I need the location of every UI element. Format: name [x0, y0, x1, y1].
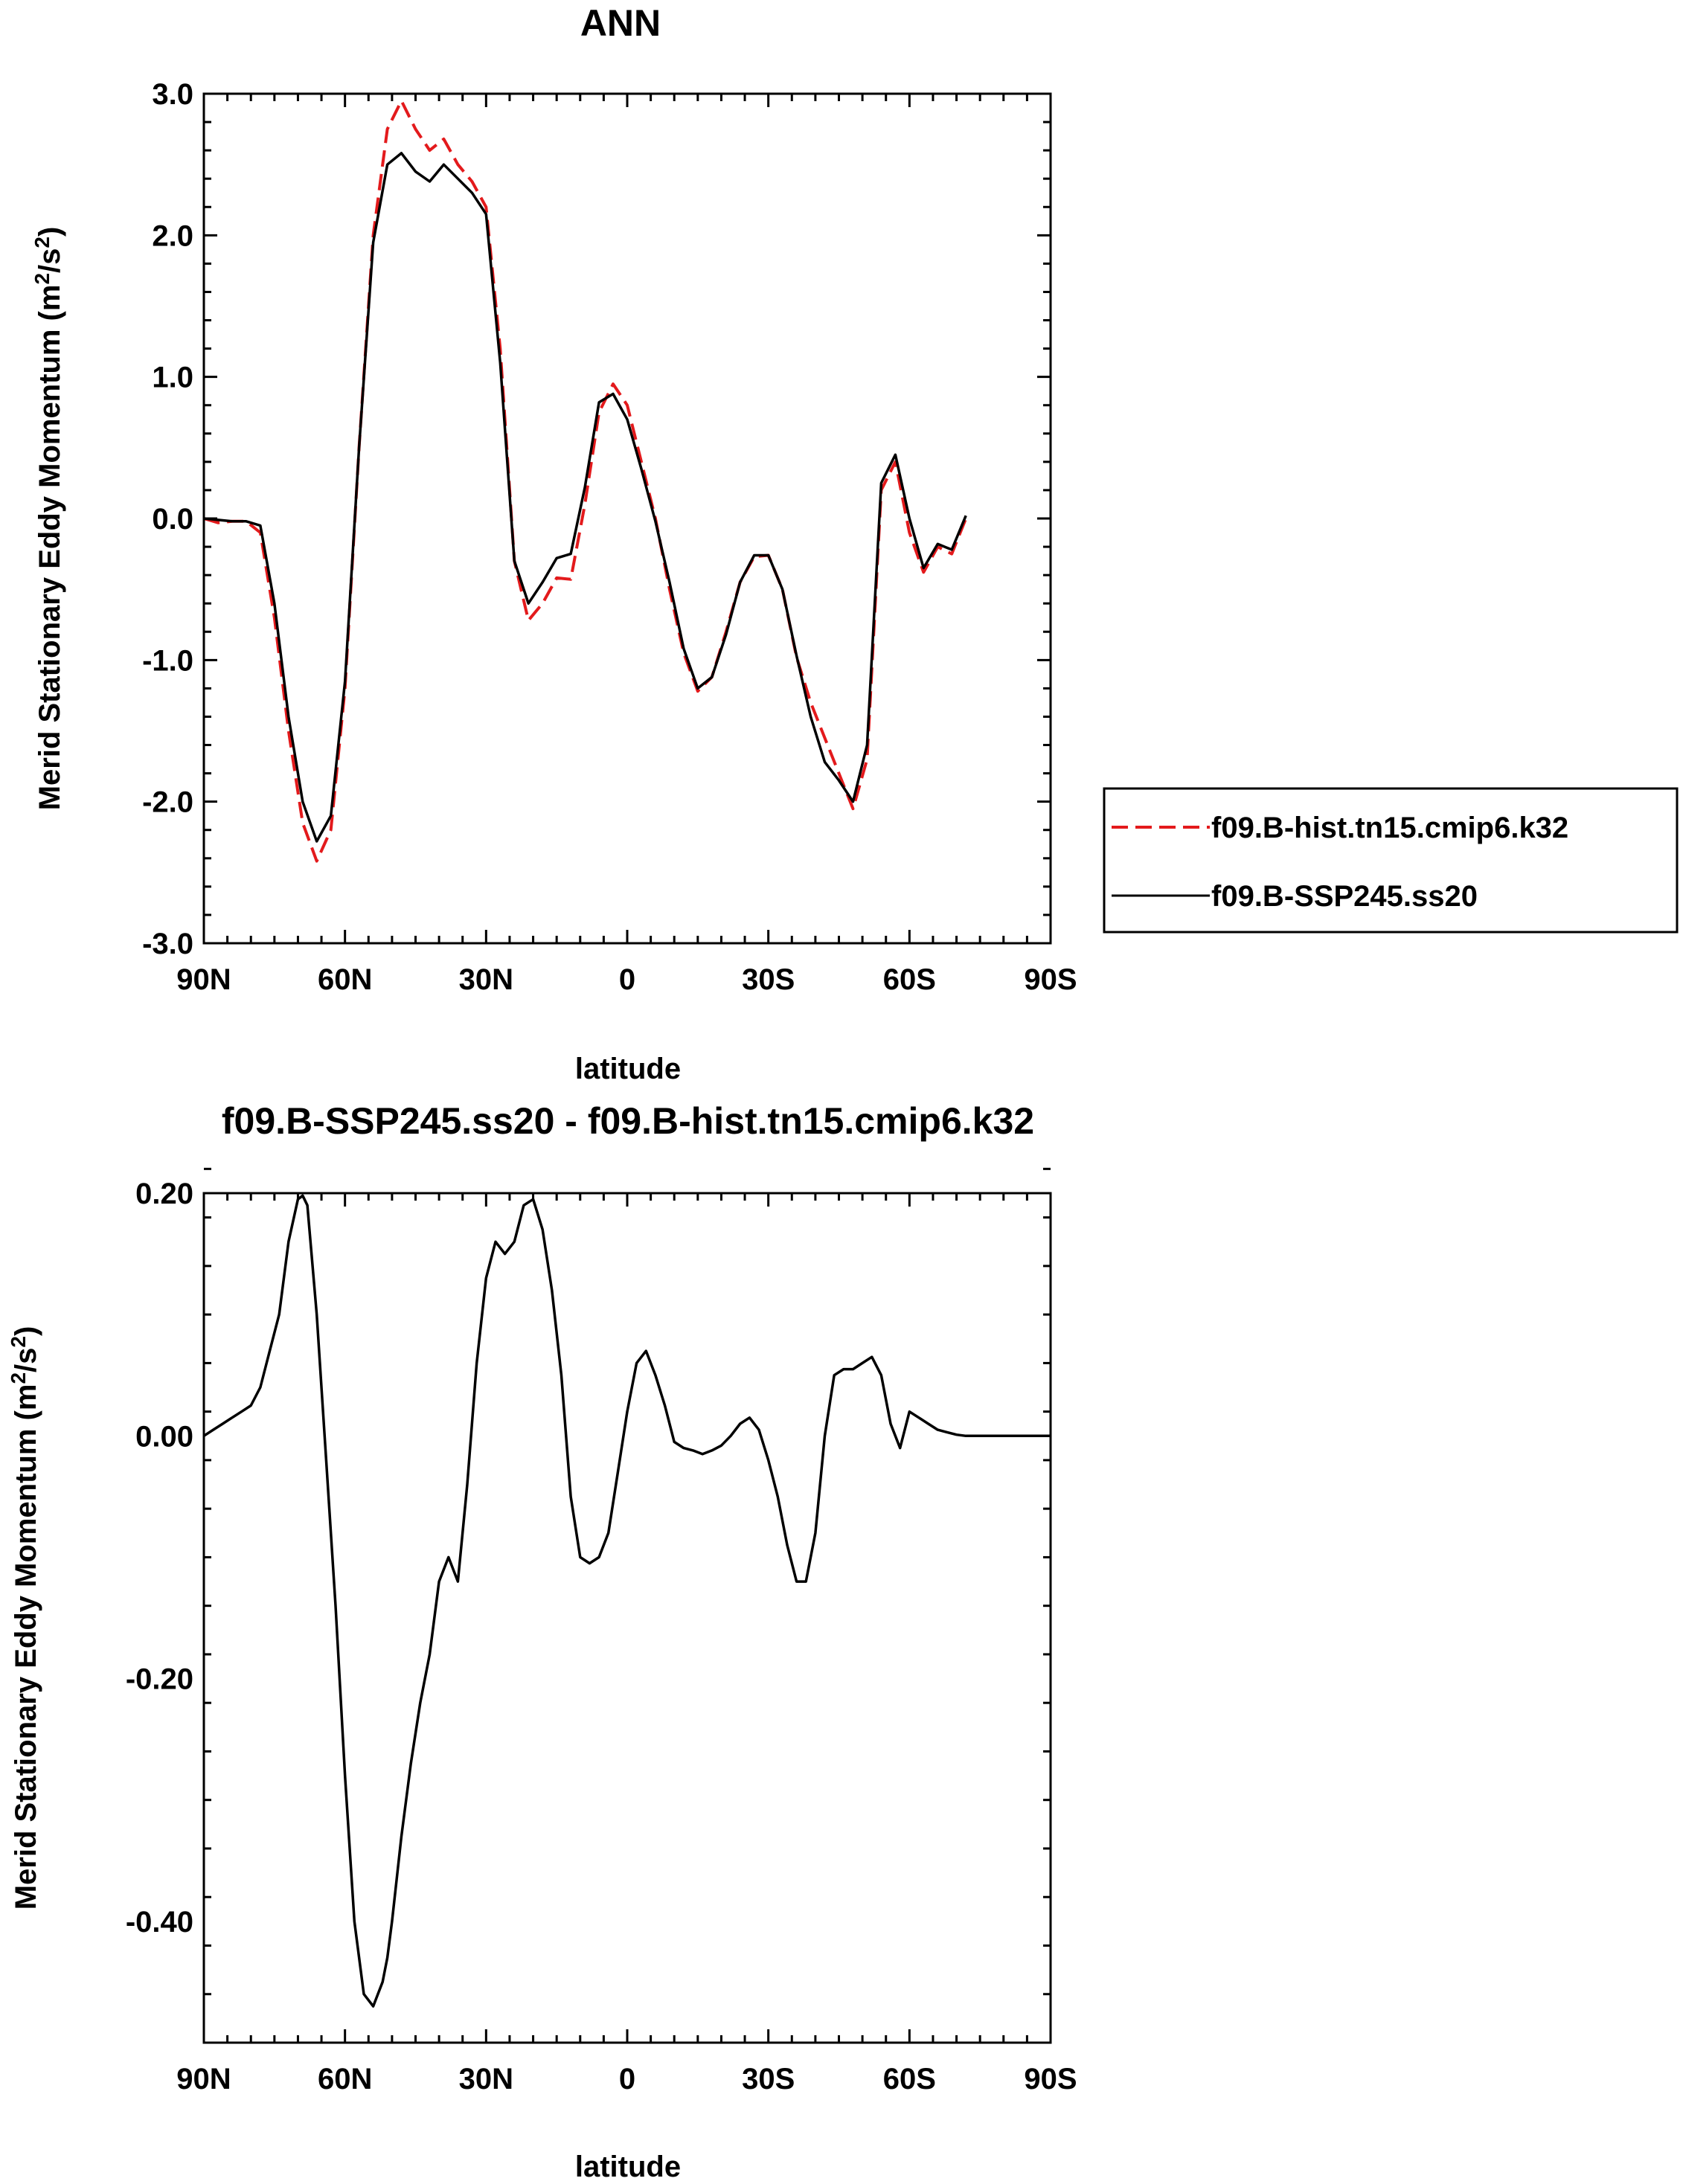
y-tick-label: -2.0	[142, 786, 193, 819]
panel1-x-axis-label: latitude	[575, 1053, 681, 1085]
panel2-plot-frame	[202, 1192, 1052, 2044]
y-tick-label: 1.0	[152, 362, 193, 394]
panel2-x-tick-labels: 90N 60N 30N 0 30S 60S 90S	[176, 2063, 1077, 2095]
x-tick-label: 30S	[742, 2063, 795, 2095]
series-line-difference	[203, 1194, 1051, 2008]
series-line-hist	[203, 99, 968, 863]
panel-annual: ANN 90N 60N 30N 0 30S 60S 90S 3.0 2.0 1.0 0.0 -1.0…	[31, 2, 1077, 1085]
legend-box	[1103, 787, 1679, 934]
panel1-x-tick-labels: 90N 60N 30N 0 30S 60S 90S	[176, 963, 1077, 996]
x-tick-label: 60N	[318, 963, 372, 996]
x-tick-label: 90N	[176, 963, 231, 996]
x-tick-label: 30N	[459, 963, 513, 996]
x-tick-label: 30N	[459, 2063, 513, 2095]
y-tick-label: 2.0	[152, 219, 193, 252]
panel2-series	[203, 1194, 1051, 2008]
panel1-y-axis-label-text: Merid Stationary Eddy Momentum (m	[33, 285, 66, 811]
x-tick-label: 60S	[883, 963, 936, 996]
panel1-series	[203, 99, 968, 863]
y-tick-label: -0.20	[126, 1663, 193, 1696]
x-tick-label: 90S	[1024, 2063, 1077, 2095]
panel1-y-tick-labels: 3.0 2.0 1.0 0.0 -1.0 -2.0 -3.0	[142, 78, 193, 960]
panel2-x-axis-label: latitude	[575, 2151, 681, 2183]
y-tick-label: -3.0	[142, 928, 193, 960]
x-tick-label: 60N	[318, 2063, 372, 2095]
y-tick-label: -0.40	[126, 1906, 193, 1939]
series-line-ssp	[203, 152, 967, 843]
panel1-y-axis-label-sup2: 2	[31, 237, 54, 248]
legend-hist-label: f09.B-hist.tn15.cmip6.k32	[1211, 812, 1568, 844]
y-tick-label: 0.00	[135, 1420, 193, 1453]
x-tick-label: 30S	[742, 963, 795, 996]
panel1-y-axis-label-sup: 2	[31, 273, 54, 285]
x-tick-label: 90N	[176, 2063, 231, 2095]
panel2-y-axis-label-close: )	[10, 1326, 42, 1336]
panel2-ticks	[202, 1167, 1052, 2044]
panel-difference: f09.B-SSP245.ss20 - f09.B-hist.tn15.cmip…	[7, 1100, 1077, 2183]
panel2-y-axis-label-slash: /s	[10, 1348, 42, 1372]
panel1-y-axis-label: Merid Stationary Eddy Momentum (m2/s2)	[31, 227, 66, 811]
panel2-y-axis-label-sup: 2	[7, 1372, 30, 1384]
y-tick-label: 0.0	[152, 503, 193, 536]
panel2-y-axis-label: Merid Stationary Eddy Momentum (m2/s2)	[7, 1326, 42, 1910]
panel1-y-axis-label-slash: /s	[33, 248, 66, 273]
panel1-y-axis-label-close: )	[33, 227, 66, 237]
panel1-plot-frame	[202, 92, 1052, 945]
panel1-title: ANN	[580, 2, 661, 44]
panel2-y-axis-label-sup2: 2	[7, 1336, 30, 1348]
x-tick-label: 0	[619, 2063, 635, 2095]
y-tick-label: -1.0	[142, 644, 193, 677]
panel2-title: f09.B-SSP245.ss20 - f09.B-hist.tn15.cmip…	[222, 1100, 1034, 1142]
x-tick-label: 90S	[1024, 963, 1077, 996]
legend-ssp-label: f09.B-SSP245.ss20	[1211, 880, 1478, 913]
y-tick-label: 0.20	[135, 1178, 193, 1210]
x-tick-label: 0	[619, 963, 635, 996]
legend: f09.B-hist.tn15.cmip6.k32 f09.B-SSP245.s…	[1103, 787, 1679, 934]
x-tick-label: 60S	[883, 2063, 936, 2095]
panel2-y-axis-label-text: Merid Stationary Eddy Momentum (m	[10, 1384, 42, 1910]
y-tick-label: 3.0	[152, 78, 193, 111]
panel2-y-tick-labels: 0.20 0.00 -0.20 -0.40	[126, 1178, 193, 1939]
